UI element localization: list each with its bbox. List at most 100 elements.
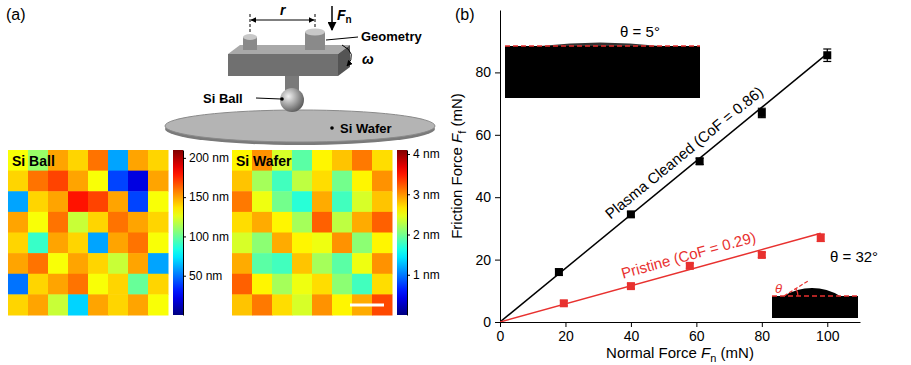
heatmap-cell	[28, 171, 49, 192]
heatmap-cell	[48, 233, 69, 254]
heatmap-cell	[108, 294, 129, 315]
marker	[758, 251, 766, 259]
heatmap-cell	[252, 171, 273, 192]
marker	[823, 51, 831, 59]
heatmap-cell	[372, 212, 393, 233]
axis-line	[183, 151, 184, 316]
heatmap-cell	[28, 294, 49, 315]
tick: 1 nm	[407, 268, 440, 282]
y-axis-title: Friction Force Ff (mN)	[448, 93, 468, 239]
inset-substrate	[772, 296, 858, 318]
colorbar-axis: 200 nm150 nm100 nm50 nm	[183, 151, 229, 316]
heatmap-cell	[292, 171, 313, 192]
heatmap-cell	[68, 274, 89, 295]
heatmap-cell	[372, 274, 393, 295]
heatmap-cell	[292, 150, 313, 171]
tick-label: 150 nm	[189, 190, 229, 204]
heatmap	[232, 150, 393, 316]
leader-dot	[330, 126, 334, 130]
tick: 20	[558, 322, 574, 344]
tick: 50 nm	[183, 269, 222, 283]
heatmap-cell	[252, 294, 273, 315]
error-bar	[555, 269, 563, 275]
heatmap-cell	[108, 253, 129, 274]
error-bar	[823, 49, 831, 61]
tick-label: 4 nm	[413, 147, 440, 161]
heatmap-cell	[272, 212, 293, 233]
marker	[555, 268, 563, 276]
tick: 150 nm	[183, 190, 229, 204]
tick-mark	[183, 276, 186, 277]
heatmap-cell	[8, 171, 29, 192]
tick-mark	[495, 260, 500, 261]
heatmap-cell	[128, 253, 149, 274]
heatmap-cell	[252, 253, 273, 274]
axis-line	[500, 11, 501, 323]
heatmap-cell	[68, 253, 89, 274]
tick: 80	[475, 64, 500, 80]
heatmap-cell	[68, 191, 89, 212]
tick-label: 0	[483, 314, 491, 330]
heatmap-cell	[352, 150, 373, 171]
tick: 100	[816, 322, 840, 344]
heatmap-cell	[312, 274, 333, 295]
heatmap-cell	[232, 171, 253, 192]
tick: 40	[624, 322, 640, 344]
axis-line	[407, 151, 408, 316]
tick-label: 0	[497, 328, 505, 344]
colorbar-axis: 4 nm3 nm2 nm1 nm	[407, 147, 440, 315]
tick: 60	[475, 127, 500, 143]
tick-mark	[407, 154, 410, 155]
heatmap-cell	[352, 233, 373, 254]
tick-label: 50 nm	[189, 269, 222, 283]
heatmap-cell	[332, 253, 353, 274]
heatmap-cell	[128, 150, 149, 171]
tick-mark	[407, 275, 410, 276]
tick-label: 80	[475, 64, 491, 80]
error-bar	[696, 158, 704, 164]
tick-label: 200 nm	[189, 151, 229, 165]
heatmap-cell	[372, 253, 393, 274]
heatmap-cell	[148, 274, 169, 295]
error-bar	[758, 108, 766, 117]
force-arrow	[331, 6, 333, 30]
inset-substrate	[505, 46, 700, 98]
schematic: rFnGeometryωSi BallSi Wafer	[165, 2, 435, 145]
heatmap-cell	[48, 171, 69, 192]
heatmap-cell	[108, 233, 129, 254]
heatmap-cell	[128, 171, 149, 192]
inset: θ = 5°	[505, 23, 700, 98]
heatmap-cell	[312, 294, 333, 315]
ball	[280, 88, 304, 112]
heatmap-cell	[352, 274, 373, 295]
inset-label: θ = 5°	[620, 23, 660, 40]
heatmap-cell	[8, 274, 29, 295]
tick-label: 40	[475, 189, 491, 205]
heatmap-cell	[312, 150, 333, 171]
marker	[627, 282, 635, 290]
tick-mark	[495, 135, 500, 136]
heatmap-title: Si Wafer	[236, 153, 292, 169]
heatmap-cell	[28, 191, 49, 212]
arm-front	[228, 54, 338, 76]
tick-mark	[183, 197, 186, 198]
tick: 200 nm	[183, 151, 229, 165]
dim-line	[315, 14, 316, 29]
tick-mark	[565, 322, 566, 327]
heatmap-cell	[332, 233, 353, 254]
heatmap-cell	[148, 233, 169, 254]
marker	[560, 299, 568, 307]
label-wafer: Si Wafer	[340, 121, 392, 136]
tick-mark	[631, 322, 632, 327]
heatmap-cell	[108, 191, 129, 212]
marker	[758, 109, 766, 117]
tick-mark	[183, 236, 186, 237]
heatmap-cell	[8, 212, 29, 233]
tick-mark	[407, 194, 410, 195]
heatmap-cell	[148, 150, 169, 171]
heatmap-cell	[88, 171, 109, 192]
axis-line	[501, 322, 861, 323]
heatmap-cell	[272, 274, 293, 295]
heatmap-cell	[292, 253, 313, 274]
tick-label: 60	[475, 127, 491, 143]
